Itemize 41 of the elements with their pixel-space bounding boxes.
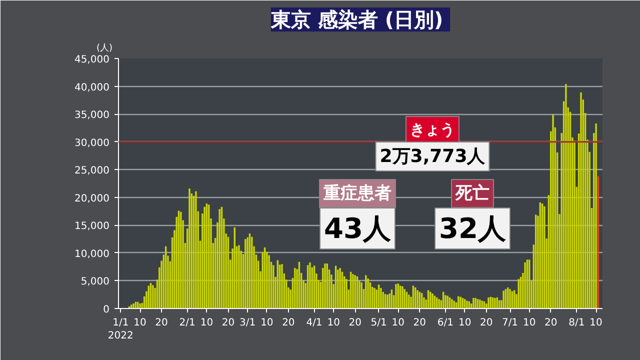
x-tick-label: 2/1 [179,318,196,328]
x-tick-label: 10 [392,318,405,328]
x-tick-label: 8/1 [568,318,585,328]
x-tick-label: 10 [327,318,340,328]
y-tick-label: 35,000 [74,110,110,122]
x-tick-label: 20 [544,318,558,328]
x-tick-label: 10 [260,318,274,328]
x-tick-label: 4/1 [306,318,322,328]
x-tick-label: 5/1 [370,318,387,328]
y-tick-label: 20,000 [74,193,110,204]
x-tick-label: 20 [155,318,168,328]
y-tick-label: 5,000 [80,276,110,288]
annotation: 2万3,773人 [380,146,486,167]
annotation: 死亡 [454,184,490,204]
x-tick-label: 10 [458,318,472,328]
x-tick-label: 20 [282,318,295,328]
x-tick-label: 10 [523,318,536,328]
x-tick-label: 6/1 [437,318,454,328]
x-tick-label: 20 [413,318,426,328]
x-tick-label: 3/1 [240,318,256,328]
x-tick-label: 20 [348,318,362,328]
annotation: きょう [410,120,455,138]
x-tick-label: 20 [222,318,235,328]
y-tick-label: 10,000 [74,248,110,260]
y-tick-label: 0 [103,304,110,316]
x-tick-label: 10 [200,318,214,328]
y-tick-label: 40,000 [74,82,110,94]
annotation: 重症患者 [322,184,392,204]
x-tick-label: 7/1 [502,318,518,328]
annotation: 43人 [324,212,392,245]
x-tick-label: 20 [480,318,493,328]
x-tick-label: 10 [590,318,602,328]
x-tick-label: 10 [134,318,146,328]
y-tick-label: 45,000 [74,54,110,66]
x-tick-label: 1/1 2022 [108,318,134,342]
y-tick-label: 30,000 [74,138,110,149]
annotation: 32人 [439,212,507,245]
y-axis-title: (人) [96,42,113,54]
y-tick-label: 25,000 [74,166,110,177]
chart-title: 東京 感染者 (日別) [270,8,444,32]
y-tick-label: 15,000 [74,221,110,232]
